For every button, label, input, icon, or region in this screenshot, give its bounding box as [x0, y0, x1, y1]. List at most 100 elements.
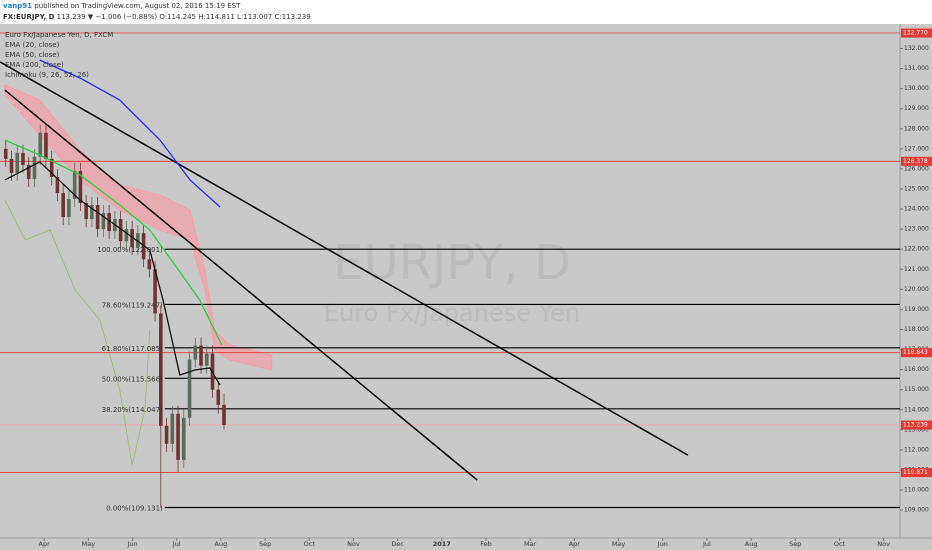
candle-body [124, 229, 129, 242]
candle-body [181, 417, 186, 460]
candle-body [153, 269, 157, 314]
candle-body [84, 203, 88, 220]
price-badge [901, 348, 932, 358]
candle-body [222, 404, 226, 426]
candle-body [26, 164, 31, 179]
x-tick-label: Oct [304, 540, 316, 548]
candle-body [15, 152, 20, 173]
y-tick-label: 125.000 [904, 185, 929, 192]
candle-body [176, 413, 180, 460]
candle-body [3, 148, 8, 159]
candle-body [21, 152, 25, 165]
y-tick-label: 130.000 [904, 85, 929, 92]
ema-line [39, 59, 221, 208]
candle-body [199, 345, 203, 366]
header-line-2: FX:EURJPY, D 113.239 ▼ −1.006 (−0.88%) O… [3, 13, 311, 21]
x-tick-label: Jun [657, 540, 668, 548]
lagging-span [4, 199, 151, 466]
trendline [4, 89, 478, 481]
candle-body [159, 313, 163, 426]
fib-label: 0.00%(109.131) [106, 504, 163, 512]
y-tick-label: 112.000 [904, 446, 929, 453]
ema-line [4, 161, 221, 386]
candle-body [130, 229, 134, 248]
candle-body [9, 158, 14, 173]
candle-body [187, 359, 192, 418]
x-tick-label: Sep [789, 540, 801, 548]
candle-body [78, 170, 83, 204]
price-badge-label: 113.239 [903, 422, 928, 429]
candle-body [44, 132, 48, 159]
y-tick-label: 127.000 [904, 145, 929, 152]
fib-label: 38.20%(114.047) [102, 406, 163, 414]
x-tick-label: Mar [524, 540, 537, 548]
price-badge [901, 156, 932, 166]
candle-body [170, 413, 175, 444]
price-badge [901, 28, 932, 38]
y-tick-label: 119.000 [904, 306, 929, 313]
y-tick-label: 131.000 [904, 65, 929, 72]
ema-line [4, 139, 223, 346]
x-tick-label: Apr [569, 540, 581, 548]
candle-body [118, 219, 123, 242]
y-tick-label: 114.000 [904, 406, 929, 413]
quote: 113.239 ▼ −1.006 (−0.88%) O:114.245 H:11… [54, 13, 310, 21]
y-tick-label: 120.000 [904, 286, 929, 293]
fib-label: 100.00%(122.001) [97, 246, 163, 254]
x-tick-label: May [612, 540, 626, 548]
y-tick-label: 129.000 [904, 105, 929, 112]
x-tick-label: Feb [480, 540, 492, 548]
x-tick-label: Sep [259, 540, 271, 548]
y-tick-label: 126.000 [904, 165, 929, 172]
symbol: FX:EURJPY, D [3, 13, 55, 21]
y-tick-label: 115.000 [904, 386, 929, 393]
y-tick-label: 110.000 [904, 487, 929, 494]
candle-body [101, 213, 106, 230]
candle-body [136, 233, 140, 248]
x-tick-label: May [82, 540, 96, 548]
price-badge-label: 126.378 [903, 158, 928, 165]
x-tick-label: Nov [877, 540, 890, 548]
author: vanp91 [3, 2, 32, 10]
x-tick-label: 2017 [433, 540, 451, 548]
y-tick-label: 124.000 [904, 206, 929, 213]
fib-label: 50.00%(115.566) [102, 375, 163, 383]
y-tick-label: 118.000 [904, 326, 929, 333]
candle-body [95, 205, 100, 230]
y-tick-label: 128.000 [904, 125, 929, 132]
x-tick-label: Aug [745, 540, 758, 548]
legend-entry: Ichimoku (9, 26, 52, 26) [5, 71, 89, 79]
watermark: EURJPY, D [333, 235, 571, 291]
y-tick-label: 122.000 [904, 246, 929, 253]
y-tick-label: 132.000 [904, 45, 929, 52]
trendline [0, 61, 689, 456]
candle-body [90, 205, 94, 220]
watermark-subtitle: Euro Fx/Japanese Yen [324, 299, 580, 327]
y-tick-label: 109.000 [904, 507, 929, 514]
x-tick-label: Dec [391, 540, 404, 548]
candle-body [55, 176, 60, 193]
y-tick-label: 121.000 [904, 266, 929, 273]
published: published on TradingView.com, August 02,… [32, 2, 241, 10]
fib-label: 61.80%(117.085) [102, 345, 163, 353]
price-badge [901, 420, 932, 430]
x-tick-label: Nov [347, 540, 360, 548]
price-badge-label: 110.871 [903, 469, 928, 476]
candle-body [61, 192, 65, 218]
y-tick-label: 116.000 [904, 366, 929, 373]
candle-body [147, 259, 152, 270]
y-tick-label: 123.000 [904, 226, 929, 233]
legend-entry: EMA (20, close) [5, 41, 60, 49]
price-badge [901, 468, 932, 478]
candle-body [193, 345, 198, 360]
candle-body [216, 389, 221, 405]
candle-body [38, 132, 43, 157]
x-tick-label: Apr [39, 540, 51, 548]
fib-label: 78.60%(119.247) [102, 301, 163, 309]
legend-entry: EMA (200, close) [5, 61, 64, 69]
candle-body [49, 158, 54, 177]
price-badge-label: 116.843 [903, 349, 928, 356]
header-line-1: vanp91 published on TradingView.com, Aug… [3, 2, 241, 10]
candle-body [107, 213, 111, 232]
